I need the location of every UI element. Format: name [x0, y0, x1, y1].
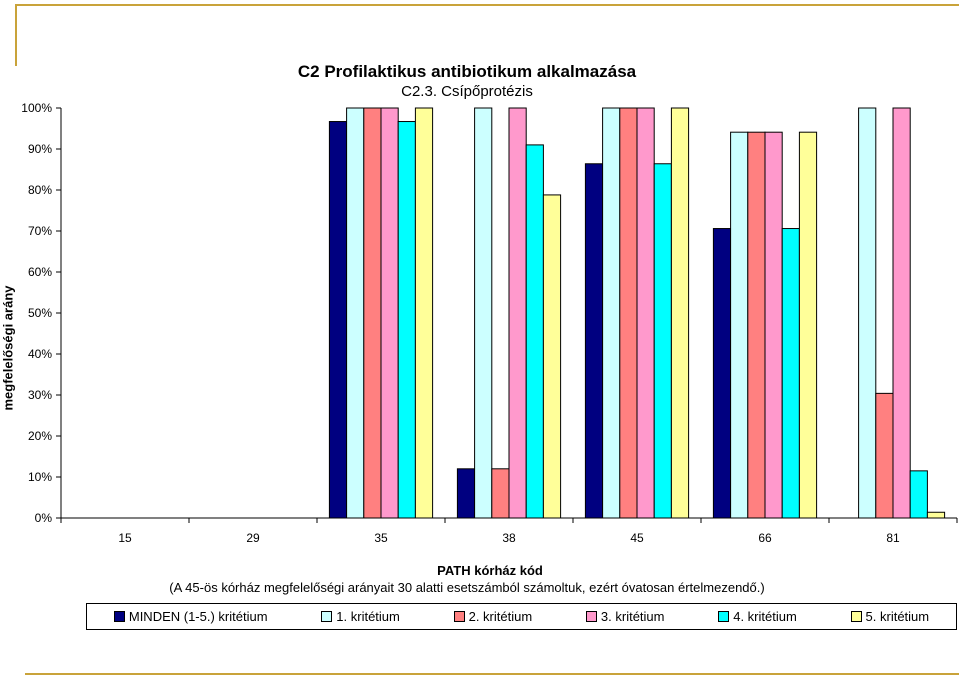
x-tick-label: 35 — [374, 531, 388, 545]
legend-item: MINDEN (1-5.) kritétium — [113, 609, 268, 624]
y-tick-label: 0% — [35, 511, 53, 525]
chart-subtitle: C2.3. Csípőprotézis — [401, 83, 533, 100]
frame-top-line — [15, 4, 959, 6]
bar — [781, 228, 800, 519]
x-tick-label: 45 — [630, 531, 644, 545]
bar — [636, 107, 655, 519]
legend-item: 4. kritétium — [718, 609, 797, 624]
legend-swatch — [453, 611, 465, 622]
bar — [363, 107, 382, 519]
legend-label: MINDEN (1-5.) kritétium — [128, 609, 268, 624]
bar — [525, 144, 544, 519]
bar — [747, 131, 766, 519]
y-tick-label: 50% — [28, 306, 52, 320]
y-tick-label: 100% — [21, 101, 52, 115]
bar — [875, 392, 894, 519]
bar — [380, 107, 399, 519]
x-tick-label: 38 — [502, 531, 516, 545]
bar — [926, 511, 946, 519]
y-tick-label: 40% — [28, 347, 52, 361]
legend: MINDEN (1-5.) kritétium 1. kritétium 2. kr… — [86, 603, 957, 630]
legend-item: 2. kritétium — [453, 609, 533, 624]
x-tick-label: 29 — [246, 531, 260, 545]
bar — [456, 468, 476, 519]
legend-swatch — [321, 611, 333, 622]
legend-swatch — [113, 611, 125, 622]
bar — [712, 228, 732, 519]
legend-swatch — [718, 611, 730, 622]
legend-label: 2. kritétium — [468, 609, 533, 624]
bar — [730, 131, 749, 519]
y-tick-label: 30% — [28, 388, 52, 402]
bar — [619, 107, 638, 519]
bar — [653, 163, 672, 519]
legend-swatch — [850, 611, 862, 622]
bar — [414, 107, 434, 519]
x-axis-note: (A 45-ös kórház megfelelőségi arányait 3… — [169, 580, 765, 595]
y-tick-label: 90% — [28, 142, 52, 156]
x-tick-label: 66 — [758, 531, 772, 545]
bar — [508, 107, 527, 519]
chart-title: C2 Profilaktikus antibiotikum alkalmazás… — [297, 62, 637, 81]
bar — [670, 107, 690, 519]
bar — [602, 107, 621, 519]
legend-item: 1. kritétium — [321, 609, 400, 624]
frame-bottom-line — [25, 673, 959, 675]
legend-item: 5. kritétium — [850, 609, 930, 624]
legend-label: 1. kritétium — [336, 609, 400, 624]
bar — [764, 131, 783, 519]
frame-left-line — [15, 4, 17, 66]
bar — [542, 194, 562, 519]
bar — [397, 121, 416, 519]
y-tick-label: 80% — [28, 183, 52, 197]
bar — [909, 470, 928, 519]
bar — [474, 107, 493, 519]
bar — [346, 107, 365, 519]
x-axis-title: PATH kórház kód — [437, 563, 543, 578]
legend-label: 3. kritétium — [600, 609, 665, 624]
bar — [328, 121, 348, 519]
bar — [858, 107, 877, 519]
bar — [798, 131, 818, 519]
legend-item: 3. kritétium — [585, 609, 665, 624]
y-tick-label: 60% — [28, 265, 52, 279]
y-tick-label: 70% — [28, 224, 52, 238]
legend-label: 5. kritétium — [865, 609, 930, 624]
bar — [491, 468, 510, 519]
bar — [892, 107, 911, 519]
legend-swatch — [585, 611, 597, 622]
x-tick-label: 81 — [886, 531, 900, 545]
legend-label: 4. kritétium — [733, 609, 797, 624]
y-tick-label: 20% — [28, 429, 52, 443]
y-tick-label: 10% — [28, 470, 52, 484]
bar — [584, 163, 604, 519]
x-tick-label: 15 — [118, 531, 132, 545]
